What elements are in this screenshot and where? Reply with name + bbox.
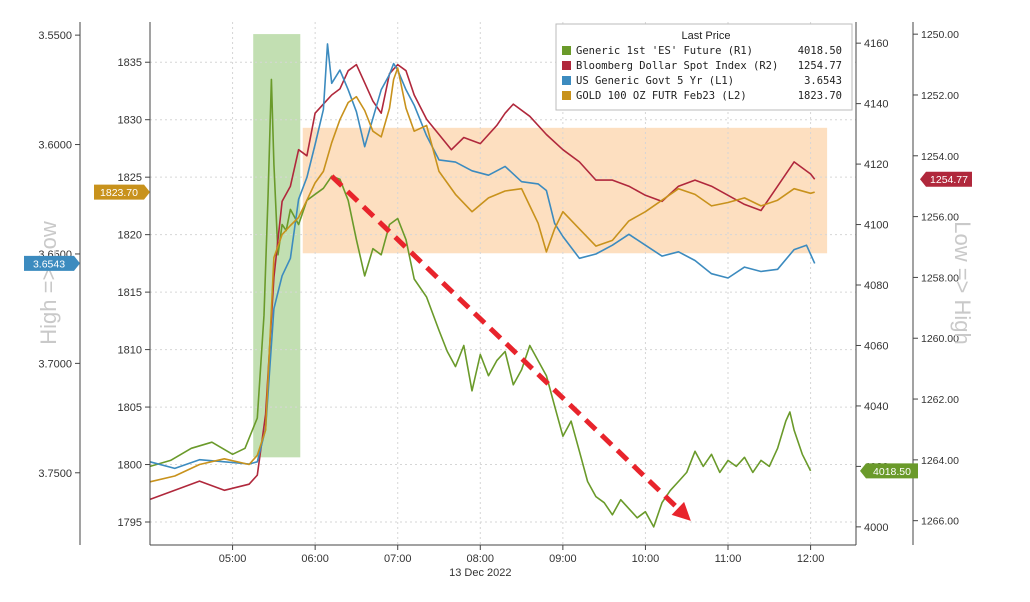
badge-value-R1: 4018.50 <box>873 466 911 478</box>
series-line-0 <box>149 78 812 528</box>
legend-entry-value-3: 1823.70 <box>798 90 842 102</box>
highlight-bands <box>253 34 828 458</box>
x-tick-label-0: 05:00 <box>219 553 247 565</box>
L2-tick-label-7: 1800 <box>118 460 142 472</box>
R2-tick-label-7: 1264.00 <box>921 455 959 467</box>
R1-tick-label-4: 4080 <box>864 280 888 292</box>
trend-arrow-shaft <box>329 174 680 511</box>
L2-tick-label-4: 1815 <box>118 287 142 299</box>
x-tick-label-6: 11:00 <box>715 553 742 565</box>
badge-shape-L2 <box>94 184 150 200</box>
L2-tick-label-2: 1825 <box>118 172 142 184</box>
R2-tick-label-5: 1260.00 <box>921 333 959 345</box>
R1-tick-label-6: 4040 <box>864 401 888 413</box>
chart-legend: Last Price Generic 1st 'ES' Future (R1) 40… <box>555 23 853 111</box>
legend-entry-label-3: GOLD 100 OZ FUTR Feb23 (L2) <box>576 90 747 102</box>
L2-tick-label-1: 1830 <box>118 115 142 127</box>
badge-shape-L1 <box>24 255 80 271</box>
x-date-label: 13 Dec 2022 <box>449 567 511 579</box>
L2-tick-label-6: 1805 <box>118 402 142 414</box>
L2-tick-label-5: 1810 <box>118 345 142 357</box>
tick-labels: 3.55003.60003.65003.70003.75001835183018… <box>38 29 959 579</box>
legend-entry-value-0: 4018.50 <box>798 45 842 57</box>
R2-tick-label-1: 1252.00 <box>921 90 959 102</box>
legend-entry-value-1: 1254.77 <box>798 60 842 72</box>
series-line-3 <box>149 67 815 483</box>
legend-swatch-0 <box>562 46 571 55</box>
R2-tick-label-3: 1256.00 <box>921 212 959 224</box>
chart-series <box>149 43 816 528</box>
trend-arrow <box>329 174 691 521</box>
R2-tick-label-0: 1250.00 <box>921 29 959 41</box>
badge-value-L1: 3.6543 <box>33 258 65 270</box>
L1-tick-label-0: 3.5500 <box>38 30 72 42</box>
legend-box <box>555 23 853 111</box>
R1-tick-label-2: 4120 <box>864 159 888 171</box>
series-line-1 <box>149 63 816 501</box>
R2-tick-label-2: 1254.00 <box>921 151 959 163</box>
trend-arrow-head <box>671 501 691 521</box>
legend-entry-label-2: US Generic Govt 5 Yr (L1) <box>576 75 734 87</box>
legend-entry-label-1: Bloomberg Dollar Spot Index (R2) <box>576 60 778 72</box>
highlight-band-1 <box>302 127 828 254</box>
R1-tick-label-3: 4100 <box>864 220 888 232</box>
L1-tick-label-1: 3.6000 <box>38 140 72 152</box>
last-value-badges: 1823.70 3.6543 1254.77 4018.50 <box>24 171 972 479</box>
side-labels: High => Low Low => High <box>36 221 975 345</box>
legend-entry-label-0: Generic 1st 'ES' Future (R1) <box>576 45 753 57</box>
R2-tick-label-6: 1262.00 <box>921 394 959 406</box>
left-side-label: High => Low <box>36 221 61 345</box>
x-tick-label-4: 09:00 <box>549 553 577 565</box>
legend-swatch-1 <box>562 61 571 70</box>
L2-tick-label-3: 1820 <box>118 230 142 242</box>
legend-entry-value-2: 3.6543 <box>804 75 842 87</box>
badge-value-L2: 1823.70 <box>100 187 138 199</box>
right-side-label: Low => High <box>950 221 975 345</box>
R2-tick-label-8: 1266.00 <box>921 516 959 528</box>
x-tick-label-1: 06:00 <box>301 553 329 565</box>
R2-tick-label-4: 1258.00 <box>921 272 959 284</box>
R1-tick-label-0: 4160 <box>864 38 888 50</box>
L2-tick-label-0: 1835 <box>118 57 142 69</box>
chart-axes <box>79 22 914 546</box>
L2-tick-label-8: 1795 <box>118 517 142 529</box>
R1-tick-label-5: 4060 <box>864 340 888 352</box>
legend-swatch-2 <box>562 76 571 85</box>
R1-tick-label-8: 4000 <box>864 522 888 534</box>
x-tick-label-7: 12:00 <box>797 553 825 565</box>
x-tick-label-2: 07:00 <box>384 553 412 565</box>
L1-tick-label-4: 3.7500 <box>38 468 72 480</box>
x-tick-label-5: 10:00 <box>632 553 660 565</box>
series-line-2 <box>149 43 816 470</box>
badge-value-R2: 1254.77 <box>930 174 968 186</box>
R1-tick-label-1: 4140 <box>864 99 888 111</box>
legend-swatch-3 <box>562 91 571 100</box>
chart-grid <box>150 22 856 545</box>
badge-shape-R1 <box>860 463 918 479</box>
x-tick-label-3: 08:00 <box>467 553 495 565</box>
badge-shape-R2 <box>920 171 972 187</box>
legend-title: Last Price <box>682 30 731 42</box>
L1-tick-label-3: 3.7000 <box>38 358 72 370</box>
